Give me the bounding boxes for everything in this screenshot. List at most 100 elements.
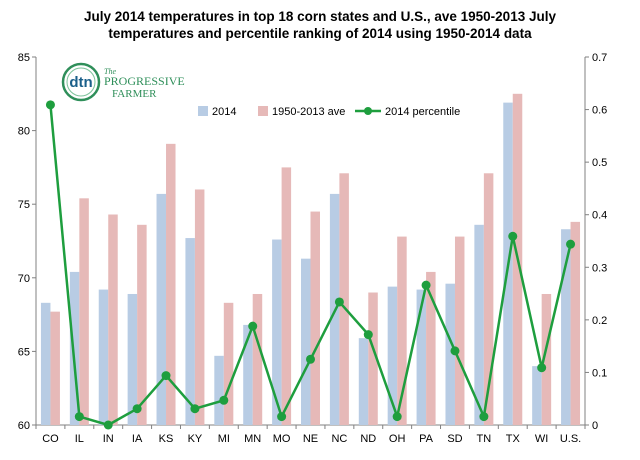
x-tick-label: SD (447, 433, 462, 445)
y-right-tick-label: 0.4 (592, 210, 607, 222)
legend-swatch-ave (258, 106, 268, 116)
x-tick-label: ND (360, 433, 376, 445)
bar-2014-ks (156, 193, 167, 425)
bar-ave-co (50, 311, 60, 425)
logo-word-progressive: PROGRESSIVE (104, 74, 185, 88)
x-tick-label: TN (477, 433, 492, 445)
x-tick-label: MI (218, 433, 230, 445)
chart-title-line-1: July 2014 temperatures in top 18 corn st… (84, 9, 556, 24)
percentile-line-group (45, 100, 576, 430)
x-tick-label: U.S. (560, 433, 581, 445)
percentile-point-mi (219, 395, 229, 405)
bar-ave-ia (137, 224, 147, 425)
bar-2014-us (561, 229, 571, 425)
chart-title-line-2: temperatures and percentile ranking of 2… (108, 26, 532, 41)
bar-ave-nd (368, 292, 378, 425)
bar-2014-ne (301, 258, 311, 425)
legend-label-percentile: 2014 percentile (385, 106, 460, 118)
bars-group (40, 93, 581, 426)
y-right-tick-label: 0.7 (592, 52, 607, 64)
x-tick-label: CO (42, 433, 59, 445)
bar-ave-us (570, 221, 581, 425)
bar-ave-sd (454, 236, 465, 425)
percentile-point-co (45, 100, 55, 110)
bar-2014-mn (243, 324, 253, 425)
y-right-tick-label: 0.5 (592, 157, 607, 169)
bar-ave-mn (252, 293, 263, 425)
percentile-point-sd (450, 346, 460, 356)
bar-2014-il (69, 271, 80, 425)
bar-2014-pa (416, 289, 427, 425)
x-tick-label: OH (389, 433, 406, 445)
logo-word-the: The (104, 67, 116, 76)
x-tick-label: WI (535, 433, 548, 445)
y-right-tick-label: 0.3 (592, 262, 607, 274)
y-right-tick-label: 0 (592, 420, 598, 432)
y-left-tick-label: 85 (18, 52, 30, 64)
bar-2014-mi (214, 355, 224, 425)
bar-ave-mo (281, 167, 292, 425)
bar-2014-ia (127, 293, 138, 425)
percentile-point-ne (306, 354, 315, 364)
percentile-point-mn (248, 321, 258, 331)
bar-ave-oh (397, 236, 407, 425)
chart-title: July 2014 temperatures in top 18 corn st… (0, 8, 640, 42)
dtn-progressive-farmer-logo: dtn The PROGRESSIVE FARMER (61, 62, 185, 102)
bar-2014-mo (272, 239, 282, 425)
x-tick-label: MO (273, 433, 291, 445)
x-tick-label: KY (188, 433, 203, 445)
y-left-tick-label: 80 (18, 126, 30, 138)
x-tick-label: PA (419, 433, 434, 445)
logo-word-farmer: FARMER (112, 88, 157, 100)
x-tick-label: NC (331, 433, 347, 445)
bar-2014-nd (358, 338, 369, 425)
percentile-point-il (74, 412, 84, 422)
bar-ave-wi (541, 293, 552, 425)
x-tick-label: KS (159, 433, 174, 445)
bar-ave-ne (310, 211, 320, 425)
chart-axes: 60 65 70 75 80 85 0 0.1 0.2 0.3 0.4 0.5 0.6 0.7 CO IL IN… (18, 52, 608, 445)
chart-legend: 2014 1950-2013 ave 2014 percentile (198, 106, 460, 118)
bar-ave-tn (483, 173, 494, 425)
bar-ave-pa (426, 271, 436, 425)
bar-ave-ks (166, 143, 176, 425)
bar-ave-mi (223, 302, 234, 425)
percentile-point-nc (334, 297, 344, 307)
x-tick-label: IA (132, 433, 143, 445)
percentile-point-wi (537, 363, 547, 373)
bar-2014-oh (387, 286, 398, 425)
percentile-point-tx (508, 231, 518, 241)
percentile-point-oh (392, 412, 402, 422)
percentile-point-nd (363, 330, 373, 340)
percentile-point-ks (161, 371, 171, 381)
bar-2014-ky (185, 238, 195, 425)
bar-2014-sd (445, 283, 455, 425)
bar-2014-wi (532, 366, 542, 425)
bar-2014-co (40, 302, 51, 425)
percentile-point-us (566, 239, 576, 249)
x-tick-label: TX (506, 433, 521, 445)
bar-ave-nc (339, 173, 349, 425)
percentile-point-mo (277, 412, 287, 422)
bar-ave-ky (194, 189, 205, 425)
x-tick-label: IL (75, 433, 84, 445)
y-right-tick-label: 0.6 (592, 105, 607, 117)
legend-label-ave: 1950-2013 ave (272, 106, 345, 118)
bar-2014-in (98, 289, 109, 425)
y-left-tick-label: 65 (18, 346, 30, 358)
y-right-tick-label: 0.2 (592, 315, 607, 327)
legend-label-2014: 2014 (212, 106, 236, 118)
legend-marker-percentile (364, 107, 372, 115)
bar-ave-il (79, 198, 89, 425)
x-tick-label: MN (244, 433, 261, 445)
legend-swatch-2014 (198, 106, 208, 116)
y-left-tick-label: 70 (18, 273, 30, 285)
y-left-tick-label: 75 (18, 199, 30, 211)
percentile-point-tn (479, 412, 489, 422)
x-tick-label: IN (103, 433, 114, 445)
bar-ave-in (108, 214, 118, 425)
bar-2014-tn (474, 224, 484, 425)
logo-badge-text: dtn (69, 74, 92, 91)
y-right-tick-label: 0.1 (592, 367, 607, 379)
